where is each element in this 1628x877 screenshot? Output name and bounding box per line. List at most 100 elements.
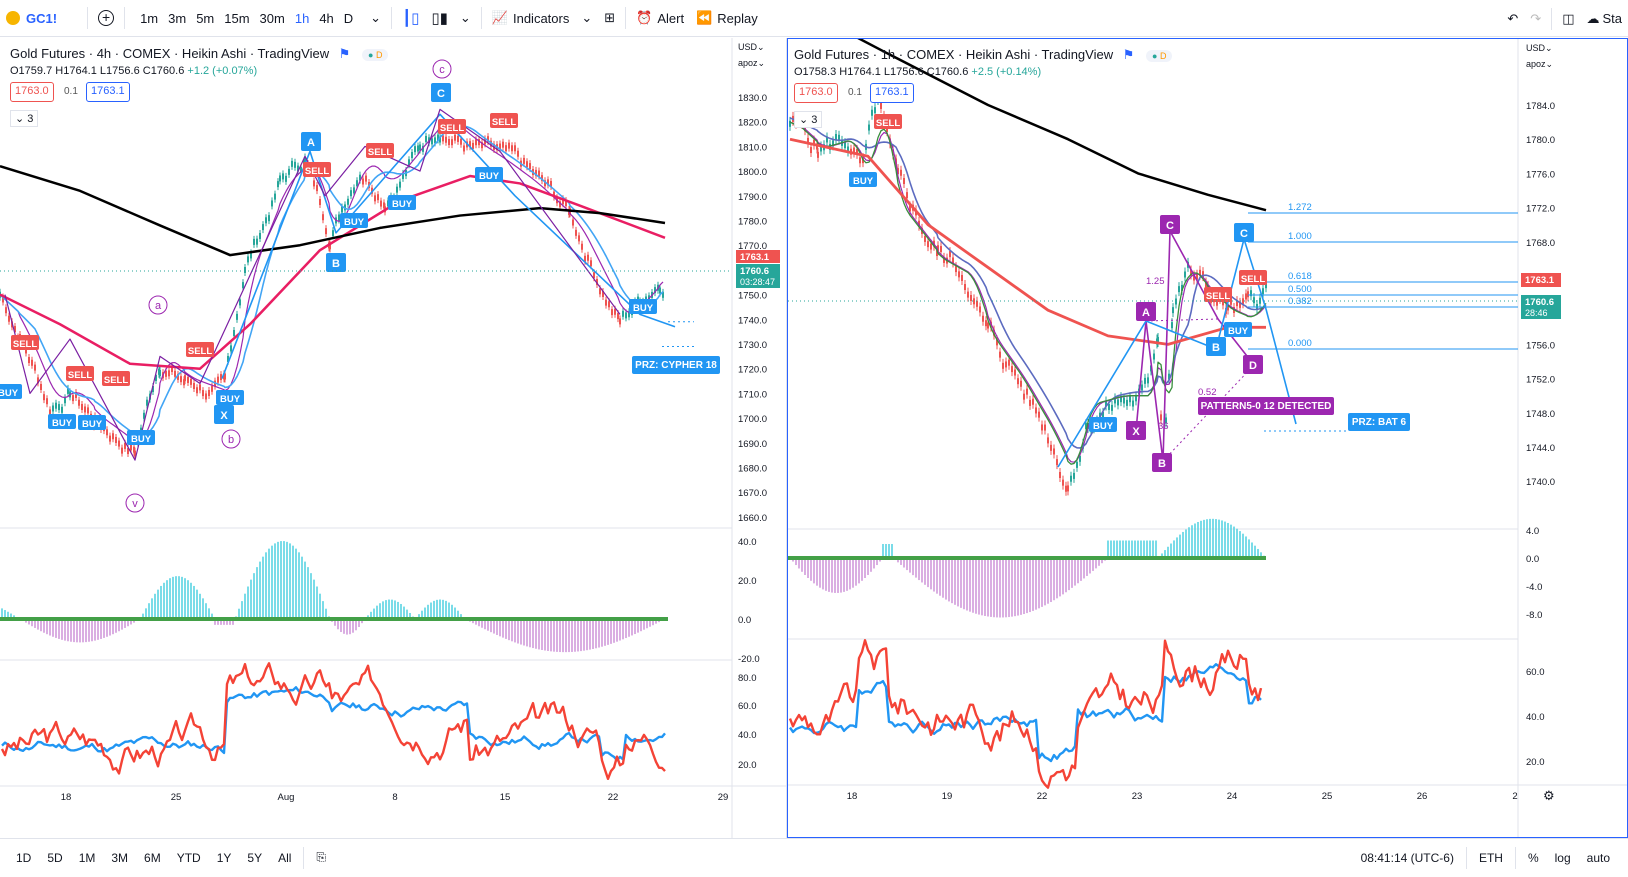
candle-body	[892, 149, 894, 156]
indicators-button[interactable]: 📈 Indicators	[486, 0, 576, 37]
candle-body	[949, 251, 951, 258]
interval-3m[interactable]: 3m	[168, 10, 187, 26]
time-tick: 18	[61, 792, 72, 803]
candle-body	[1129, 396, 1131, 403]
buy-price-button[interactable]: 1763.1	[86, 82, 130, 102]
range-6m[interactable]: 6M	[144, 850, 161, 865]
candle-body	[451, 139, 453, 146]
auto-scale-button[interactable]: auto	[1586, 851, 1610, 865]
ohlc-values: O1758.3 H1764.1 L1756.6 C1760.6 +2.5 (+0…	[794, 66, 1041, 78]
indicators-dropdown[interactable]: ⌄	[575, 0, 598, 37]
candle-body	[165, 370, 167, 377]
signal-sell	[303, 162, 331, 177]
signal-sell	[1204, 287, 1232, 302]
symbol-search[interactable]: GC1!	[0, 0, 63, 37]
candle-body	[1029, 399, 1031, 406]
indicator-count-toggle[interactable]: ⌄ 3	[10, 110, 39, 127]
chart-panel-right[interactable]: USD⌄ apoz⌄ 1784.0 1780.0 1776.0 1772.0 1768.0 1…	[787, 38, 1628, 838]
range-3m[interactable]: 3M	[111, 850, 129, 865]
divider	[87, 7, 89, 29]
candle-body	[930, 243, 932, 250]
save-button[interactable]: ☁ Sta	[1580, 0, 1628, 37]
undo-button[interactable]: ↶	[1501, 0, 1524, 37]
candle-body	[304, 156, 306, 163]
candle-body	[499, 143, 501, 150]
candle-body	[1047, 437, 1049, 444]
date-range-button[interactable]: ⎘	[308, 850, 334, 865]
interval-1m[interactable]: 1m	[140, 10, 159, 26]
candle-body	[329, 243, 331, 250]
signal-sell-text: SELL	[492, 117, 516, 128]
sell-price-button[interactable]: 1763.0	[794, 83, 838, 103]
wave-circle	[125, 493, 145, 513]
clock-time[interactable]: 08:41:14 (UTC-6)	[1360, 851, 1454, 865]
candle-body	[374, 195, 376, 202]
candle-body	[180, 376, 182, 383]
log-scale-button[interactable]: log	[1554, 851, 1571, 865]
candle-body	[279, 175, 281, 182]
signal-buy-text: BUY	[392, 199, 413, 210]
range-5d[interactable]: 5D	[47, 850, 63, 865]
chart-canvas-right[interactable]: USD⌄ apoz⌄ 1784.0 1780.0 1776.0 1772.0 1768.0 1…	[788, 39, 1627, 837]
currency-label: USD⌄	[738, 42, 765, 52]
flag-icon: ⚑	[338, 46, 351, 61]
layout-select-button[interactable]: ◫	[1556, 0, 1580, 37]
interval-1h[interactable]: 1h	[294, 10, 310, 26]
candle-body	[1178, 286, 1180, 293]
range-1d[interactable]: 1D	[16, 850, 32, 865]
signal-buy	[127, 430, 155, 445]
signal-buy-text: BUY	[344, 217, 365, 228]
candle-body	[417, 145, 419, 152]
interval-5m[interactable]: 5m	[196, 10, 215, 26]
bar-style-button[interactable]: ┃▯	[396, 0, 425, 37]
redo-button[interactable]: ↷	[1524, 0, 1547, 37]
percent-scale-button[interactable]: %	[1527, 851, 1539, 865]
range-5y[interactable]: 5Y	[247, 850, 263, 865]
buy-price-button[interactable]: 1763.1	[870, 83, 914, 103]
compare-button[interactable]: +	[92, 0, 120, 37]
candle-body	[475, 139, 477, 146]
pattern-point-d	[1243, 355, 1263, 374]
candle-body	[816, 143, 818, 150]
layout-button[interactable]: ⊞	[598, 0, 621, 37]
candle-body	[40, 383, 42, 390]
candle-body	[190, 378, 192, 385]
alert-button[interactable]: ⏰ Alert	[630, 0, 690, 37]
indicator-count-toggle[interactable]: ⌄ 3	[794, 111, 823, 128]
sell-price-button[interactable]: 1763.0	[10, 82, 54, 102]
interval-d[interactable]: D	[343, 10, 354, 26]
candle-body	[155, 375, 157, 382]
prz-label-text: PRZ: BAT 6	[1352, 417, 1407, 428]
replay-button[interactable]: ⏪ Replay	[690, 0, 764, 37]
price-tick: 1776.0	[1526, 169, 1555, 180]
range-all[interactable]: All	[278, 850, 292, 865]
candle-body	[277, 181, 279, 188]
candle-body	[999, 351, 1001, 358]
chart-canvas-left[interactable]: USD⌄apoz⌄1830.01820.01810.01800.01790.01…	[0, 38, 787, 838]
divider	[303, 846, 305, 869]
pattern-point-b-text: B	[1158, 458, 1166, 470]
range-1m[interactable]: 1M	[78, 850, 96, 865]
wave-label: a	[155, 300, 162, 312]
candle-body	[1153, 353, 1155, 360]
range-ytd[interactable]: YTD	[176, 850, 201, 865]
interval-30m[interactable]: 30m	[259, 10, 285, 26]
candle-body	[856, 148, 858, 155]
candle-body	[611, 309, 613, 316]
session-button[interactable]: ETH	[1478, 851, 1503, 865]
pattern-detected-text: PATTERN5-0 12 DETECTED	[1201, 401, 1332, 412]
candle-body	[1085, 423, 1087, 430]
candle-body	[115, 436, 117, 443]
interval-15m[interactable]: 15m	[224, 10, 250, 26]
redo-icon: ↷	[1530, 10, 1542, 26]
price-label-last	[1521, 295, 1561, 319]
chart-panel-left[interactable]: USD⌄ apoz⌄ 1830.0 1820.0 1810.0 1800.0 1790.0 1…	[0, 38, 787, 838]
signal-buy	[629, 299, 657, 314]
bar-style-dropdown[interactable]: ⌄	[454, 0, 477, 37]
range-1y[interactable]: 1Y	[216, 850, 232, 865]
candle-body	[859, 157, 861, 164]
bar-style-alt-button[interactable]: ▯▮	[425, 0, 454, 37]
interval-dropdown[interactable]: ⌄	[364, 0, 387, 37]
cloud-icon: ☁	[1586, 10, 1600, 26]
interval-4h[interactable]: 4h	[319, 10, 334, 26]
